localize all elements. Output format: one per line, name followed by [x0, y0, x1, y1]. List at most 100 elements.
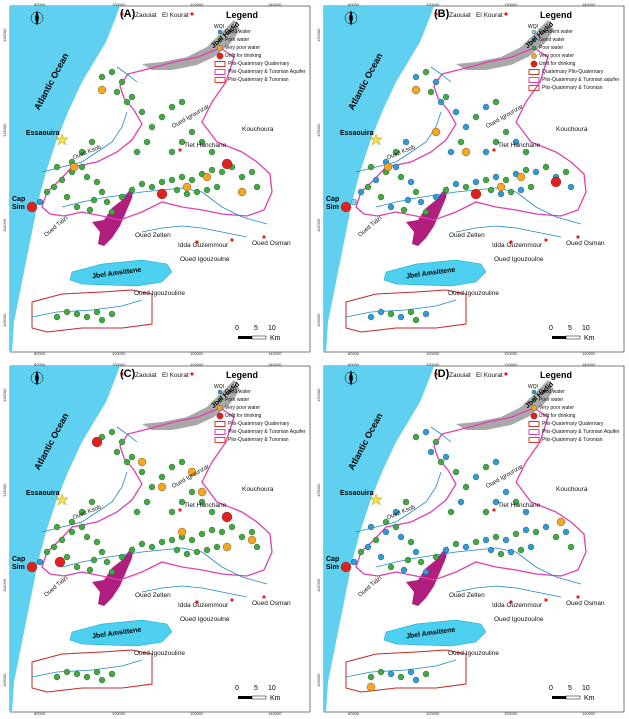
well-point	[173, 186, 181, 194]
well-point	[487, 546, 495, 554]
well-point	[78, 148, 86, 156]
well-point	[447, 508, 455, 516]
river-line	[116, 66, 138, 83]
well-point	[482, 536, 490, 544]
town-marker	[509, 600, 513, 604]
well-point	[357, 548, 365, 556]
well-point	[83, 533, 91, 541]
coord-y-left: 135000	[2, 388, 7, 402]
label-oued-igouzouline: Oued Igouzouline	[134, 650, 185, 657]
well-point	[422, 670, 430, 678]
well-point	[221, 511, 233, 523]
well-point	[482, 148, 490, 156]
scale-label-unit: Km	[270, 695, 281, 702]
label-oued-zelten: Oued Zelten	[449, 592, 485, 599]
well-point	[50, 543, 58, 551]
well-point	[91, 436, 103, 448]
well-point	[527, 543, 535, 551]
label-cap-sim: Cap Sim	[326, 556, 340, 571]
well-point	[422, 428, 430, 436]
well-point	[404, 556, 412, 564]
well-point	[432, 193, 440, 201]
plio-quaternary-boundary	[345, 289, 467, 333]
well-point	[43, 188, 51, 196]
well-point	[372, 536, 380, 544]
coord-x-bottom: 100000	[426, 351, 440, 356]
well-point	[512, 138, 520, 146]
town-marker	[576, 595, 580, 599]
well-point	[158, 473, 166, 481]
well-point	[442, 93, 450, 101]
legend-item-label: Plio-Quaternary Quaternary	[542, 421, 604, 427]
essaouira-star-icon	[55, 493, 69, 506]
well-point	[83, 313, 91, 321]
well-point	[208, 526, 216, 534]
coord-x-top: 100000	[112, 362, 126, 367]
town-marker	[544, 238, 548, 242]
town-marker	[190, 372, 194, 376]
map-canvas	[9, 5, 311, 353]
scale-label-zero: 0	[235, 325, 239, 332]
legend-symbol	[528, 69, 540, 75]
panel-label: (A)	[120, 8, 136, 20]
well-point	[452, 540, 460, 548]
well-point	[158, 113, 166, 121]
well-point	[86, 206, 94, 214]
legend-symbol	[528, 85, 540, 91]
scale-bar-white	[251, 335, 267, 340]
well-point	[512, 498, 520, 506]
reservoir-area	[406, 186, 448, 246]
well-point	[53, 163, 61, 171]
well-point	[397, 173, 405, 181]
coord-y-left: 115000	[2, 578, 7, 592]
label-essaouira: Essaouira	[340, 490, 374, 497]
well-point	[108, 208, 116, 216]
well-point	[103, 198, 111, 206]
well-point	[238, 533, 246, 541]
well-point	[218, 168, 226, 176]
label-idda-ouzemmour: Idda Ouzemmour	[178, 602, 229, 609]
map-canvas	[323, 5, 625, 353]
well-point	[377, 193, 385, 201]
well-point	[113, 448, 121, 456]
coord-y-left: 125000	[316, 483, 321, 497]
well-point	[118, 438, 126, 446]
well-point	[221, 158, 233, 170]
legend-symbol	[528, 77, 540, 83]
map-panel-d: (D) Legend WQI Good water Poor water Very poo…	[316, 362, 627, 717]
well-point	[532, 528, 540, 536]
coord-x-bottom: 140000	[268, 711, 282, 716]
well-point	[208, 148, 216, 156]
label-oued-osman: Oued Osman	[566, 240, 605, 247]
well-point	[442, 546, 450, 554]
coord-x-top: 140000	[268, 362, 282, 367]
well-point	[148, 483, 156, 491]
well-point	[198, 498, 206, 506]
legend-item-label: Plio-Quaternary & Turonian Aquifer	[228, 429, 306, 435]
town-marker	[509, 240, 513, 244]
essaouira-star-icon	[369, 133, 383, 146]
well-point	[496, 182, 506, 192]
coord-y-left: 125000	[2, 483, 7, 497]
coord-y-left: 105000	[2, 673, 7, 687]
well-point	[73, 670, 81, 678]
well-point	[472, 538, 480, 546]
well-point	[387, 203, 395, 211]
well-point	[63, 308, 71, 316]
well-point	[253, 183, 261, 191]
well-point	[397, 313, 405, 321]
well-point	[78, 508, 86, 516]
well-point	[123, 458, 131, 466]
well-point	[407, 538, 415, 546]
well-point	[133, 508, 141, 516]
well-point	[83, 673, 91, 681]
well-point	[457, 138, 465, 146]
well-point	[143, 498, 151, 506]
well-point	[350, 198, 358, 206]
well-point	[58, 536, 66, 544]
atlantic-ocean-area	[10, 6, 120, 352]
scale-label-ten: 10	[268, 685, 276, 692]
well-point	[402, 138, 410, 146]
jbel-hadid-relief	[142, 20, 240, 70]
well-point	[78, 523, 86, 531]
